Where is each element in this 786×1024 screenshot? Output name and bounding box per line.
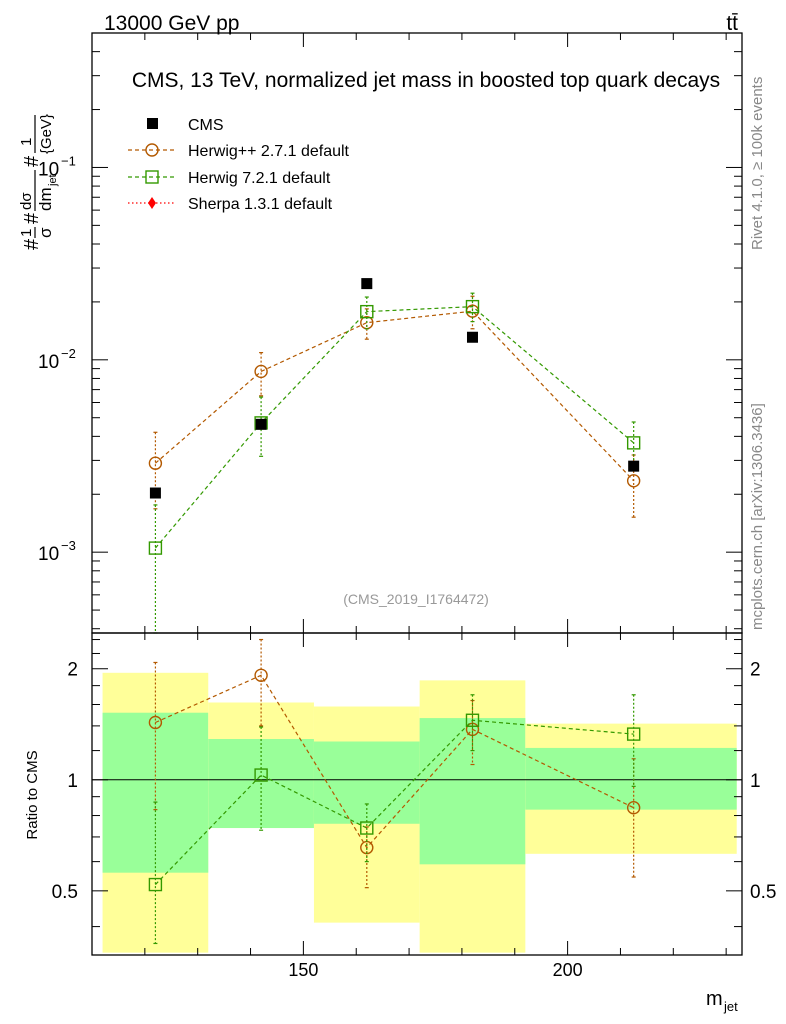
ratio-herwig7-point	[254, 768, 268, 782]
cms-data-point	[466, 331, 478, 343]
legend-entry-herwig7: Herwig 7.2.1 default	[128, 170, 331, 187]
rivet-version-label: Rivet 4.1.0, ≥ 100k events	[749, 77, 766, 250]
herwig7-point	[360, 304, 374, 319]
svg-text:jet: jet	[723, 999, 738, 1014]
analysis-id-watermark: (CMS_2019_I1764472)	[343, 591, 489, 607]
svg-text:#: #	[21, 238, 43, 250]
cms-data-point	[255, 418, 267, 430]
herwigpp-point	[148, 456, 163, 470]
svg-text:Herwig 7.2.1 default: Herwig 7.2.1 default	[188, 170, 331, 187]
y-tick-label: 10 −3	[38, 538, 76, 565]
ratio-plot-frame	[91, 632, 743, 956]
svg-text:10: 10	[38, 544, 59, 565]
herwig7-point	[465, 299, 480, 314]
ratio-herwigpp-point	[254, 668, 268, 682]
svg-text:CMS: CMS	[188, 117, 224, 134]
ratio-y-tick-label-right: 0.5	[750, 882, 776, 903]
svg-text:m: m	[706, 988, 723, 1010]
ratio-herwig7-point	[465, 713, 480, 727]
svg-text:−2: −2	[61, 346, 76, 361]
svg-text:Herwig++ 2.7.1 default: Herwig++ 2.7.1 default	[188, 143, 350, 160]
cms-data-point	[628, 460, 640, 472]
svg-text:Sherpa 1.3.1 default: Sherpa 1.3.1 default	[188, 196, 333, 213]
ratio-herwig7-point	[626, 727, 641, 741]
mcplots-label: mcplots.cern.ch [arXiv:1306.3436]	[749, 403, 766, 630]
svg-text:1: 1	[18, 229, 35, 237]
legend-entry-sherpa: Sherpa 1.3.1 default	[128, 196, 333, 213]
y-tick-label: 10 −2	[38, 346, 76, 373]
ratio-herwig7-point	[360, 821, 374, 835]
svg-text:−3: −3	[61, 538, 76, 553]
legend-entry-cms: CMS	[147, 117, 224, 134]
cms-data-point	[361, 278, 373, 290]
herwigpp-series	[148, 295, 641, 518]
header-process: 13000 GeV pp	[104, 12, 239, 35]
svg-text:{GeV}: {GeV}	[38, 114, 55, 154]
y-tick-label: 10 −1	[38, 153, 76, 180]
y-axis-label: # 1 σ # dσ dm jet # 1 {GeV}	[18, 114, 59, 250]
main-plot-layer	[148, 278, 641, 634]
svg-text:10: 10	[38, 352, 59, 373]
ratio-herwigpp-point	[626, 801, 641, 815]
ratio-y-tick-label-left: 0.5	[52, 882, 78, 903]
cms-data-point	[149, 487, 161, 499]
ratio-herwig7-line	[154, 719, 634, 885]
herwigpp-line	[155, 310, 635, 482]
svg-text:1: 1	[18, 138, 35, 146]
ratio-y-tick-label-left: 1	[67, 771, 78, 792]
band-inner-bin	[313, 741, 420, 824]
ratio-y-tick-label-right: 2	[750, 660, 761, 681]
svg-text:#: #	[21, 212, 43, 224]
ratio-herwigpp-point	[148, 715, 163, 730]
ratio-herwig7-series	[148, 694, 641, 945]
svg-text:dσ: dσ	[18, 192, 35, 210]
svg-text:σ: σ	[36, 227, 55, 238]
herwig7-point	[626, 436, 641, 450]
herwig7-line	[154, 306, 635, 549]
herwig7-series	[148, 292, 641, 634]
header-final-state: tt̄	[726, 12, 738, 35]
chart-title: CMS, 13 TeV, normalized jet mass in boos…	[132, 69, 720, 92]
x-axis-label: m jet	[706, 988, 738, 1014]
ratio-y-tick-label-left: 2	[67, 660, 78, 681]
herwig7-point	[148, 541, 163, 555]
svg-text:−1: −1	[61, 153, 76, 168]
ratio-y-axis-label: Ratio to CMS	[24, 750, 41, 839]
herwigpp-point	[254, 364, 268, 379]
legend-entry-herwigpp: Herwig++ 2.7.1 default	[128, 143, 350, 160]
ratio-uncertainty-bands	[102, 672, 737, 953]
svg-text:#: #	[21, 155, 43, 167]
svg-text:dm: dm	[36, 187, 55, 211]
ratio-y-tick-label-right: 1	[750, 771, 761, 792]
herwigpp-point	[626, 474, 641, 488]
x-tick-label: 200	[553, 960, 583, 980]
ratio-herwig7-point	[148, 877, 163, 892]
svg-text:10: 10	[38, 159, 59, 180]
band-inner-bin	[525, 747, 737, 810]
svg-text:jet: jet	[47, 174, 59, 187]
legend: CMS Herwig++ 2.7.1 default Herwig 7.2.1 …	[128, 117, 350, 213]
ratio-plot-layer	[148, 638, 641, 945]
x-tick-label: 150	[288, 960, 318, 980]
band-inner-bin	[102, 712, 209, 873]
